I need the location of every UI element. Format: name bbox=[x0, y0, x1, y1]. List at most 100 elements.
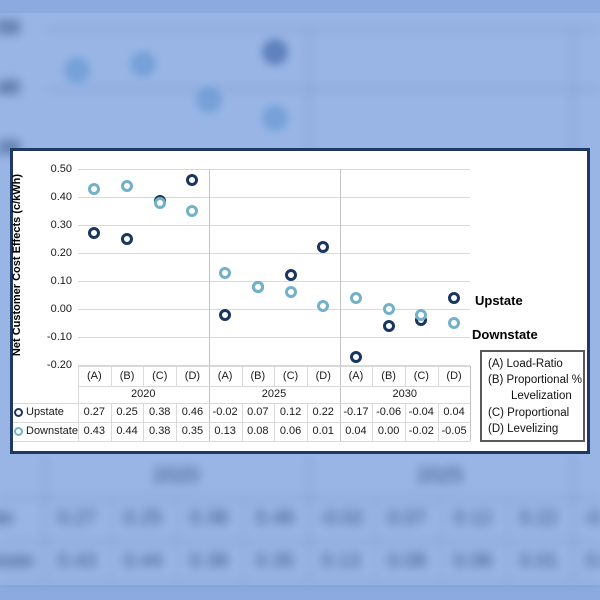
gridline bbox=[78, 309, 470, 310]
marker-downstate-6 bbox=[284, 286, 297, 299]
marker-upstate-0 bbox=[88, 227, 101, 240]
y-tick-label: 0.00 bbox=[50, 303, 72, 315]
y-tick-label: 0.40 bbox=[50, 191, 72, 203]
table-value-upstate: -0.02 bbox=[212, 406, 238, 419]
gridline bbox=[78, 225, 470, 226]
table-header-cat: (A) bbox=[348, 369, 364, 382]
table-line bbox=[78, 366, 470, 367]
table-value-upstate: 0.12 bbox=[279, 406, 302, 419]
table-line bbox=[437, 366, 439, 386]
legend-line-c: (C) Proportional bbox=[488, 406, 570, 419]
y-tick-label: 0.10 bbox=[50, 275, 72, 287]
legend-line-d: (D) Levelizing bbox=[488, 422, 559, 435]
table-header-cat: (B) bbox=[119, 369, 135, 382]
gridline bbox=[78, 197, 470, 198]
table-value-downstate: 0.35 bbox=[181, 425, 204, 438]
marker-downstate-0 bbox=[88, 182, 101, 195]
gridline bbox=[78, 169, 470, 170]
table-header-year: 2030 bbox=[392, 388, 417, 400]
table-value-downstate: 0.00 bbox=[377, 425, 400, 438]
series-label-upstate: Upstate bbox=[475, 292, 523, 308]
table-line bbox=[176, 366, 178, 386]
marker-downstate-11 bbox=[448, 317, 461, 329]
table-line bbox=[78, 366, 79, 441]
marker-downstate-9 bbox=[382, 303, 395, 315]
table-header-cat: (A) bbox=[87, 369, 102, 382]
table-line bbox=[437, 402, 439, 441]
y-axis-title-text: Net Customer Cost Effects (c/kWh) bbox=[11, 173, 24, 357]
table-line bbox=[78, 385, 470, 387]
table-header-cat: (A) bbox=[217, 369, 233, 382]
table-line bbox=[274, 402, 276, 441]
table-line bbox=[176, 402, 178, 441]
marker-upstate-9 bbox=[382, 319, 395, 332]
table-line bbox=[306, 366, 308, 386]
table-line bbox=[274, 366, 276, 386]
marker-downstate-10 bbox=[415, 308, 428, 321]
table-line bbox=[306, 402, 308, 441]
legend-line-b2: Levelization bbox=[511, 390, 572, 403]
table-value-downstate: 0.43 bbox=[83, 425, 106, 438]
table-value-upstate: -0.17 bbox=[343, 406, 369, 419]
table-value-downstate: 0.04 bbox=[345, 425, 367, 438]
bottom-shade-strip bbox=[0, 585, 600, 600]
table-header-cat: (B) bbox=[381, 369, 396, 382]
gridline bbox=[78, 253, 470, 254]
table-line bbox=[110, 366, 112, 386]
legend-line-a: (A) Load-Ratio bbox=[488, 358, 563, 370]
top-shade-strip bbox=[0, 0, 600, 13]
table-value-upstate: 0.46 bbox=[181, 406, 204, 419]
y-tick-label: 0.50 bbox=[50, 163, 72, 175]
table-value-downstate: 0.08 bbox=[247, 425, 269, 438]
table-value-upstate: 0.25 bbox=[116, 406, 138, 419]
table-value-upstate: 0.27 bbox=[83, 406, 106, 419]
table-value-downstate: 0.44 bbox=[116, 425, 138, 438]
gridline bbox=[78, 337, 470, 338]
table-line bbox=[143, 366, 145, 386]
table-header-cat: (D) bbox=[315, 369, 331, 382]
table-value-upstate: 0.07 bbox=[247, 406, 269, 419]
table-line bbox=[405, 366, 406, 386]
marker-downstate-8 bbox=[349, 291, 362, 304]
table-value-upstate: -0.06 bbox=[376, 406, 402, 419]
marker-downstate-5 bbox=[251, 280, 264, 293]
table-header-cat: (B) bbox=[250, 369, 266, 382]
table-line bbox=[372, 402, 374, 441]
marker-downstate-7 bbox=[317, 300, 330, 313]
table-header-cat: (C) bbox=[282, 369, 299, 382]
gridline bbox=[78, 281, 470, 282]
marker-upstate-4 bbox=[219, 308, 232, 321]
marker-downstate-4 bbox=[219, 266, 232, 279]
table-value-downstate: 0.01 bbox=[312, 425, 334, 438]
table-line bbox=[405, 402, 406, 441]
group-divider bbox=[208, 169, 210, 441]
y-tick-label: 0.30 bbox=[50, 219, 72, 231]
table-line bbox=[143, 402, 145, 441]
marker-upstate-1 bbox=[121, 233, 134, 245]
table-line bbox=[372, 366, 374, 386]
table-line bbox=[241, 402, 243, 441]
legend-box: (A) Load-Ratio (B) Proportional % Leveli… bbox=[480, 350, 585, 442]
y-tick-label: -0.20 bbox=[46, 359, 72, 371]
table-value-upstate: -0.04 bbox=[408, 406, 434, 419]
marker-upstate-7 bbox=[317, 241, 330, 254]
table-value-downstate: -0.05 bbox=[441, 425, 467, 438]
table-line bbox=[13, 440, 470, 442]
table-header-cat: (D) bbox=[446, 369, 462, 382]
marker-upstate-11 bbox=[448, 291, 461, 304]
table-row-label-upstate: Upstate bbox=[26, 406, 64, 419]
table-value-downstate: 0.38 bbox=[149, 425, 171, 438]
table-header-cat: (C) bbox=[152, 369, 168, 382]
table-value-upstate: 0.22 bbox=[312, 406, 334, 419]
marker-downstate-2 bbox=[153, 196, 166, 209]
table-value-downstate: -0.02 bbox=[408, 425, 434, 438]
y-tick-label: -0.10 bbox=[46, 331, 72, 343]
table-value-downstate: 0.06 bbox=[279, 425, 302, 438]
y-tick-label: 0.20 bbox=[50, 247, 72, 259]
legend-line-b: (B) Proportional % bbox=[488, 374, 582, 387]
marker-downstate-1 bbox=[121, 179, 134, 192]
table-value-upstate: 0.04 bbox=[443, 406, 465, 419]
table-header-cat: (D) bbox=[184, 369, 201, 382]
marker-downstate-3 bbox=[186, 205, 199, 217]
